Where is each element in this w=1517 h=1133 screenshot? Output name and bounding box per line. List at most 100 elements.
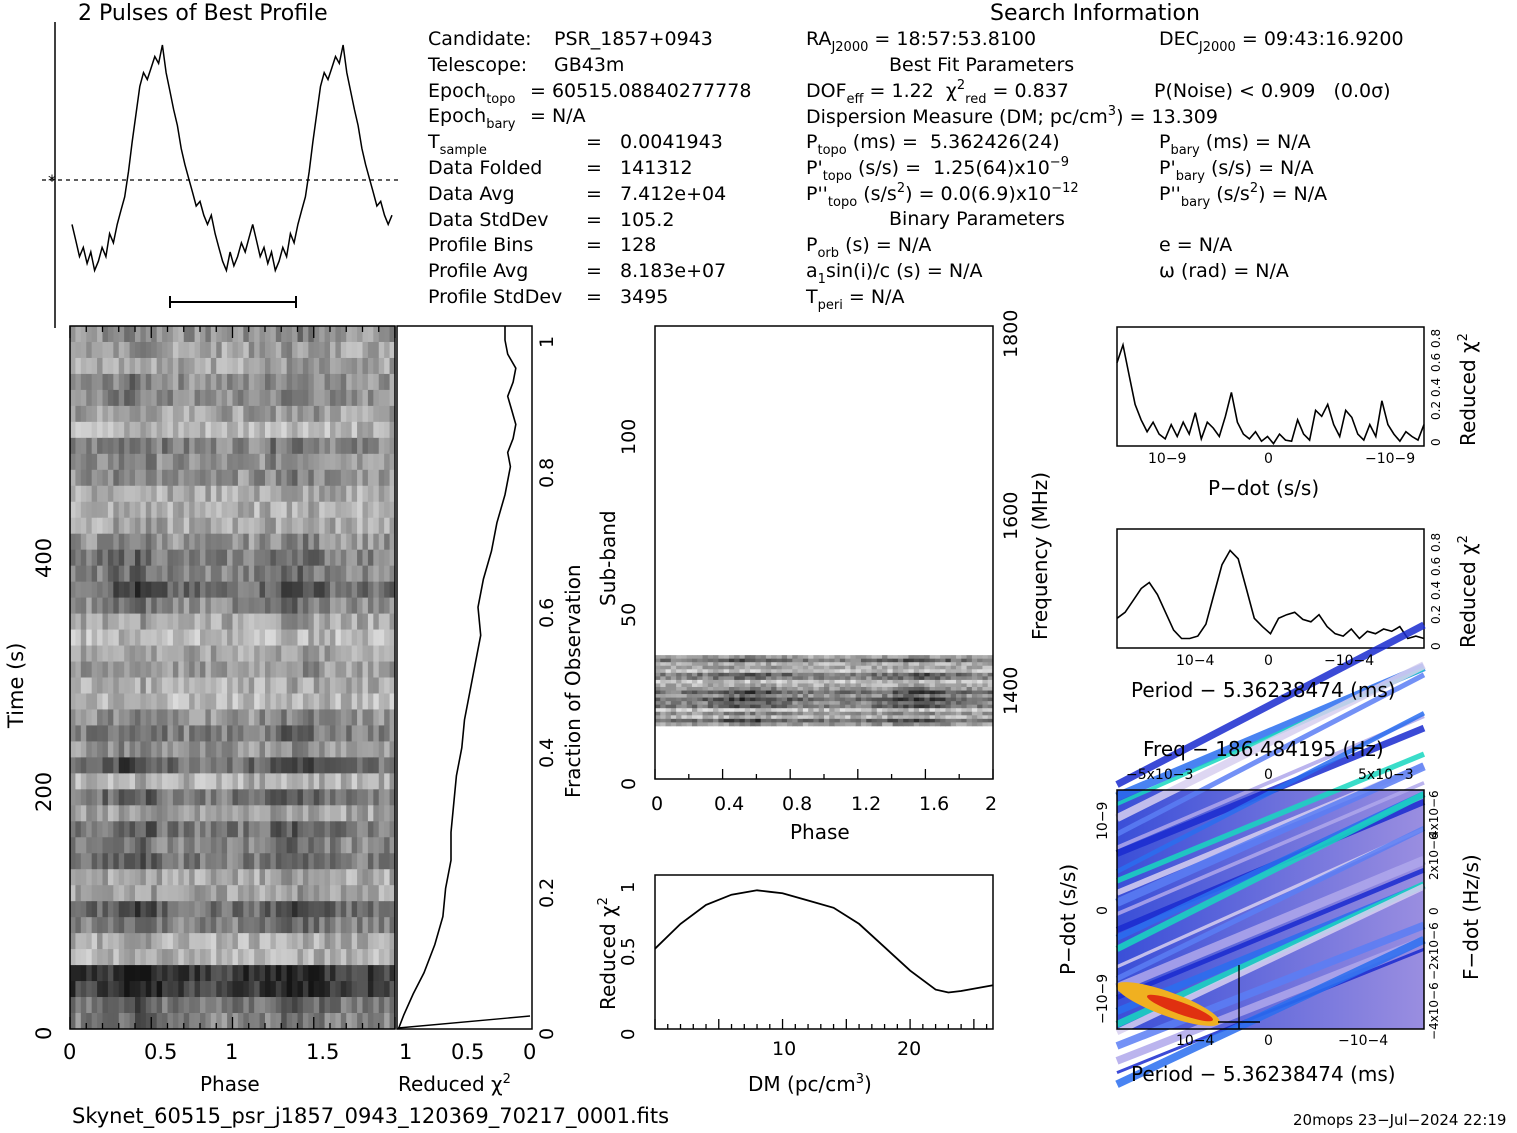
sb-cell [676,708,682,713]
tp-cell [194,405,201,423]
tp-cell [292,901,298,918]
sb-cell [982,722,989,727]
tp-cell [113,373,120,391]
tp-cell [113,805,120,822]
tp-cell [319,949,325,966]
tp-cell [330,341,336,359]
tp-cell [124,421,130,439]
tp-cell [362,581,369,599]
sb-cell [882,669,888,674]
tp-cell [216,389,223,407]
tp-cell [270,757,277,774]
tp-cell [107,805,114,822]
tp-cell [75,981,82,998]
tp-cell [129,629,136,646]
tp-cell [308,805,315,822]
tp-cell [265,725,271,742]
tp-cell [275,389,282,407]
tp-cell [140,773,147,790]
tp-cell [330,645,336,662]
tp-cell [75,997,82,1014]
tp-cell [330,501,336,519]
tp-cell [292,725,298,742]
tp-cell [237,693,244,710]
tp-cell [367,789,374,806]
sb-cell [771,715,777,720]
tp-cell [86,933,93,950]
sb-cell [670,711,677,716]
sb-cell [718,686,725,691]
sb-cell [908,694,915,698]
tp-cell [265,613,271,630]
tp-cell [367,741,374,758]
sb-cell [971,655,978,660]
tp-cell [140,341,147,359]
sb-cell [887,708,894,713]
tp-cell [232,997,239,1014]
tp-cell [275,997,282,1014]
tp-cell [167,901,174,918]
tp-cell [102,837,109,854]
tp-cell [275,853,282,870]
tp-cell [216,789,223,806]
tp-cell [237,853,244,870]
tp-cell [102,789,109,806]
sb-cell [734,662,740,667]
tp-cell [378,741,385,758]
tp-cell [248,341,255,359]
tp-cell [129,517,136,535]
sb-cell [940,669,946,674]
sb-cell [792,697,798,702]
sb-cell [676,676,682,681]
sb-cell [956,708,962,713]
tp-cell [124,805,130,822]
tp-cell [135,757,141,774]
sb-cell [676,711,682,716]
tp-cell [237,869,244,886]
sb-cell [834,672,841,677]
sb-cell [876,704,883,709]
tp-cell [97,709,103,726]
binary-title: Binary Parameters [889,208,1065,230]
tick-label: 0.6 [1429,556,1443,576]
tp-cell [178,485,185,503]
tp-cell [275,805,282,822]
tp-cell [362,981,369,998]
tp-cell [297,821,304,838]
tp-cell [145,661,152,678]
tp-cell [319,709,325,726]
tp-cell [308,501,315,519]
tp-cell [275,597,282,614]
tp-cell [384,757,390,774]
tp-cell [335,693,342,710]
tp-cell [248,933,255,950]
tp-cell [118,326,125,343]
tp-cell [80,949,87,966]
tp-cell [178,613,185,630]
tp-cell [167,773,174,790]
tp-cell [156,997,163,1014]
tp-cell [319,677,325,694]
tp-cell [248,805,255,822]
tp-cell [302,725,309,742]
sb-cell [950,679,957,684]
tp-cell [237,613,244,630]
tp-cell [270,1013,277,1030]
sb-cell [971,686,978,691]
tp-cell [162,549,168,567]
tp-cell [70,709,76,726]
sb-cell [792,676,798,681]
sb-cell [956,694,962,698]
tp-cell [286,837,293,854]
tp-cell [216,597,223,614]
tp-cell [275,933,282,950]
sb-cell [897,722,904,727]
sb-cell [739,676,746,681]
tp-cell [135,357,141,375]
tp-cell [319,741,325,758]
sb-cell [834,718,841,723]
tp-cell [351,965,358,982]
sb-cell [797,669,804,674]
tp-cell [324,373,331,391]
tp-cell [351,357,358,375]
